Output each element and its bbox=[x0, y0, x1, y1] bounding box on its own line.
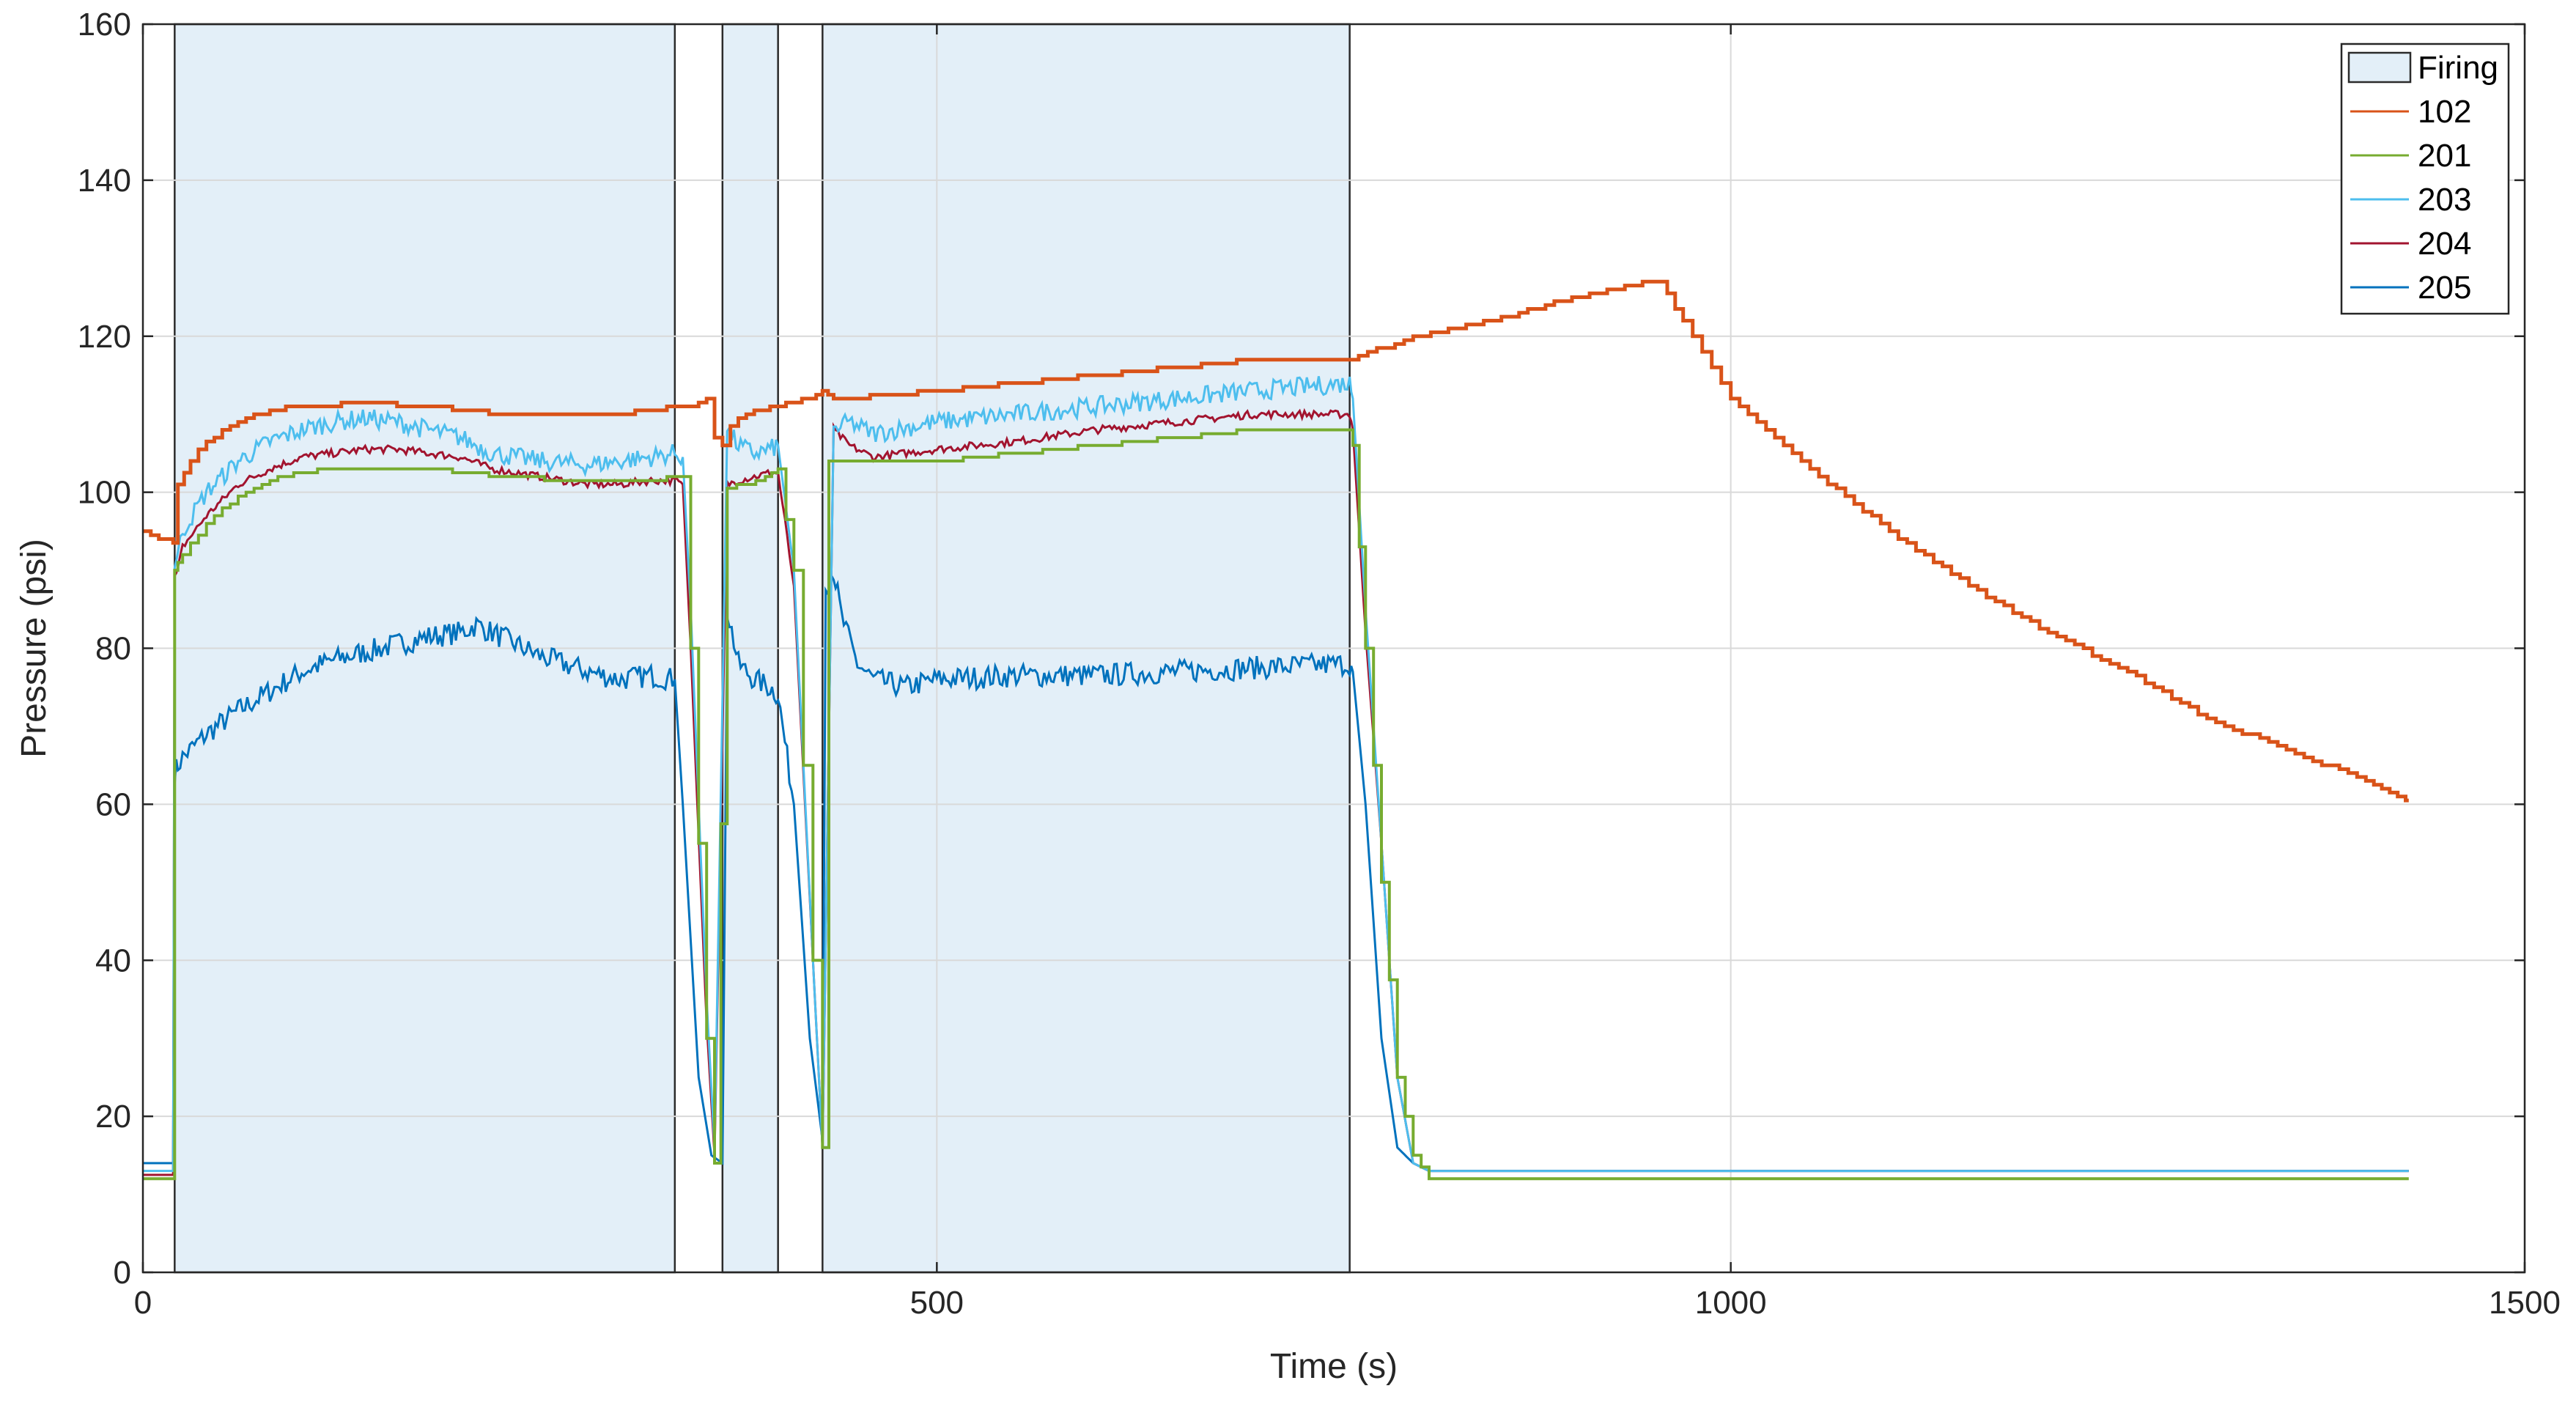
y-tick-label: 100 bbox=[78, 475, 131, 511]
x-tick-label: 1500 bbox=[2489, 1285, 2561, 1321]
legend-box bbox=[2340, 43, 2510, 315]
x-tick-label: 1000 bbox=[1695, 1285, 1767, 1321]
legend-label-203: 203 bbox=[2418, 182, 2471, 218]
axis-ticks: 0 500 1000 1500 0 20 40 60 80 100 120 140 160 bbox=[78, 7, 2561, 1321]
x-axis-label: Time (s) bbox=[1270, 1347, 1398, 1386]
y-axis-label: Pressure (psi) bbox=[15, 539, 53, 758]
legend-label-201: 201 bbox=[2418, 138, 2471, 174]
y-tick-label: 140 bbox=[78, 163, 131, 199]
grid-lines bbox=[143, 24, 2525, 1272]
x-tick-label: 500 bbox=[910, 1285, 964, 1321]
y-tick-label: 0 bbox=[114, 1255, 131, 1291]
x-tick-label: 0 bbox=[134, 1285, 152, 1321]
y-tick-label: 60 bbox=[95, 786, 131, 822]
legend-label-205: 205 bbox=[2418, 270, 2471, 306]
series-line-201 bbox=[143, 428, 2409, 1181]
data-series bbox=[143, 279, 2409, 1181]
series-line-102 bbox=[143, 279, 2409, 803]
y-tick-label: 40 bbox=[95, 943, 131, 978]
legend: Firing 102 201 203 204 205 bbox=[2340, 43, 2510, 315]
legend-label-102: 102 bbox=[2418, 94, 2471, 130]
y-tick-label: 120 bbox=[78, 319, 131, 355]
legend-label-firing: Firing bbox=[2418, 50, 2498, 86]
series-line-203 bbox=[143, 376, 2409, 1173]
legend-swatch-firing bbox=[2347, 51, 2412, 84]
y-tick-label: 160 bbox=[78, 7, 131, 43]
y-tick-label: 80 bbox=[95, 631, 131, 667]
legend-label-204: 204 bbox=[2418, 226, 2471, 262]
y-tick-label: 20 bbox=[95, 1099, 131, 1135]
